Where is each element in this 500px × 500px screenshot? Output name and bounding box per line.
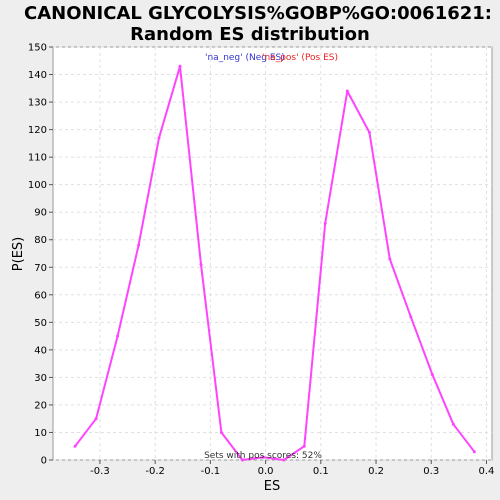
- data-point: [73, 444, 77, 448]
- x-tick-label: 0.2: [368, 466, 384, 477]
- data-point: [367, 130, 371, 134]
- data-point: [261, 455, 265, 459]
- x-tick-label: 0.3: [423, 466, 439, 477]
- data-point: [345, 89, 349, 93]
- y-tick-label: 140: [28, 70, 47, 81]
- plot-area: [52, 46, 493, 461]
- data-point: [430, 373, 434, 377]
- data-point: [199, 263, 203, 267]
- data-point: [116, 334, 120, 338]
- y-tick-label: 90: [34, 208, 47, 219]
- chart-title-line-1: CANONICAL GLYCOLYSIS%GOBP%GO:0061621:: [24, 3, 492, 24]
- data-point: [157, 136, 161, 140]
- x-tick-label: -0.3: [90, 466, 110, 477]
- y-axis-label: P(ES): [11, 237, 26, 271]
- legend-neg-label: 'na_neg' (Neg ES): [205, 53, 285, 63]
- x-tick-label: 0.1: [313, 466, 329, 477]
- y-tick-label: 70: [34, 263, 47, 274]
- data-point: [219, 430, 223, 434]
- y-tick-label: 10: [34, 428, 47, 439]
- y-tick-label: 0: [41, 456, 47, 467]
- data-point: [409, 315, 413, 319]
- y-tick-label: 60: [34, 290, 47, 301]
- legend-pos-label: 'na_pos' (Pos ES): [262, 53, 338, 63]
- pos-scores-annotation: Sets with pos scores: 52%: [204, 451, 322, 461]
- data-point: [472, 450, 476, 454]
- y-tick-label: 20: [34, 400, 47, 411]
- x-axis: -0.3 -0.2 -0.1 0.0 0.1 0.2 0.3 0.4: [90, 460, 494, 477]
- data-point: [240, 458, 244, 462]
- series-layer: [73, 64, 476, 462]
- es-distribution-line: [74, 65, 476, 461]
- y-tick-label: 30: [34, 373, 47, 384]
- data-point: [282, 458, 286, 462]
- x-axis-label: ES: [264, 479, 280, 494]
- x-tick-label: 0.4: [479, 466, 495, 477]
- y-tick-label: 120: [28, 125, 47, 136]
- data-point: [137, 243, 141, 247]
- data-point: [302, 444, 306, 448]
- data-point: [451, 422, 455, 426]
- y-tick-label: 80: [34, 235, 47, 246]
- y-tick-label: 110: [28, 153, 47, 164]
- data-point: [94, 417, 98, 421]
- y-tick-label: 100: [28, 180, 47, 191]
- x-tick-label: -0.1: [201, 466, 221, 477]
- y-tick-label: 150: [28, 43, 47, 54]
- chart-title-line-2: Random ES distribution: [130, 24, 370, 45]
- y-axis: 0 10 20 30 40 50 60 70 80 90 100 110 120 130 140 150: [28, 43, 53, 467]
- y-tick-label: 50: [34, 318, 47, 329]
- x-tick-label: 0.0: [258, 466, 274, 477]
- data-point: [178, 64, 182, 68]
- data-point: [323, 221, 327, 225]
- y-tick-label: 130: [28, 98, 47, 109]
- y-tick-label: 40: [34, 345, 47, 356]
- data-point: [388, 257, 392, 261]
- x-tick-label: -0.2: [145, 466, 165, 477]
